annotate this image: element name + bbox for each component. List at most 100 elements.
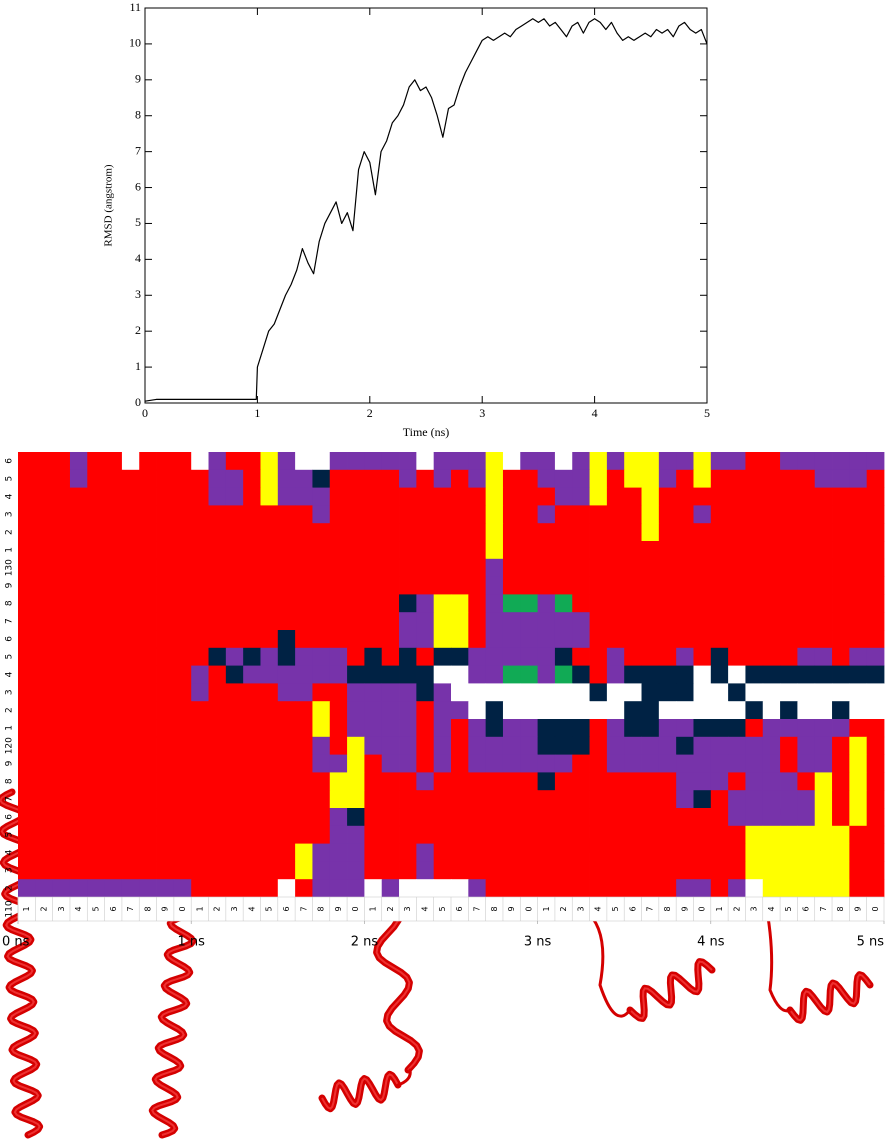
structure-cell	[208, 612, 227, 631]
structure-cell	[52, 719, 71, 738]
structure-cell	[104, 790, 123, 809]
structure-cell	[69, 647, 88, 666]
structure-cell	[780, 701, 798, 720]
structure-cell	[260, 487, 279, 506]
structure-cell	[121, 861, 140, 880]
structure-cell	[295, 808, 313, 827]
structure-cell	[225, 665, 244, 684]
structure-cell	[347, 523, 365, 542]
structure-cell	[710, 630, 729, 649]
structure-cell	[208, 523, 227, 542]
structure-cell	[485, 683, 504, 702]
structure-cell	[18, 879, 36, 898]
structure-cell	[364, 558, 383, 577]
structure-cell	[121, 736, 140, 755]
structure-cell	[849, 487, 868, 506]
structure-cell	[347, 754, 365, 773]
structure-cell	[589, 843, 608, 862]
structure-cell	[69, 861, 88, 880]
structure-cell	[329, 612, 348, 631]
structure-cell	[572, 647, 590, 666]
structure-cell	[277, 576, 296, 595]
structure-cell	[485, 630, 504, 649]
frame-label: 3	[576, 906, 585, 911]
structure-cell	[173, 754, 192, 773]
structure-cell	[606, 808, 625, 827]
structure-cell	[381, 505, 400, 524]
structure-cell	[780, 825, 798, 844]
structure-cell	[156, 523, 175, 542]
residue-label: 5	[5, 476, 15, 482]
structure-cell	[277, 879, 296, 898]
structure-cell	[554, 754, 573, 773]
structure-cell	[520, 736, 538, 755]
structure-cell	[554, 701, 573, 720]
y-tick-label: 8	[135, 107, 141, 121]
structure-cell	[468, 576, 487, 595]
structure-cell	[173, 843, 192, 862]
structure-cell	[87, 505, 105, 524]
structure-cell	[502, 452, 521, 471]
structure-cell	[243, 736, 261, 755]
structure-cell	[191, 630, 209, 649]
frame-label: 0	[698, 906, 707, 911]
structure-cell	[139, 754, 157, 773]
structure-cell	[641, 647, 660, 666]
residue-label: 1	[5, 725, 15, 731]
residue-label: 1	[5, 547, 15, 553]
structure-cell	[502, 505, 521, 524]
structure-cell	[156, 683, 175, 702]
structure-cell	[468, 594, 487, 613]
y-tick-label: 6	[135, 179, 141, 193]
structure-cell	[451, 469, 469, 488]
structure-cell	[658, 487, 677, 506]
structure-cell	[312, 469, 331, 488]
structure-cell	[693, 576, 712, 595]
structure-cell	[433, 487, 452, 506]
structure-cell	[797, 576, 816, 595]
structure-cell	[433, 825, 452, 844]
structure-cell	[624, 612, 642, 631]
structure-cell	[121, 487, 140, 506]
structure-cell	[156, 630, 175, 649]
structure-cell	[381, 665, 400, 684]
structure-cell	[52, 683, 71, 702]
structure-cell	[156, 469, 175, 488]
structure-cell	[329, 452, 348, 471]
structure-cell	[849, 879, 868, 898]
structure-cell	[35, 487, 54, 506]
structure-cell	[866, 665, 885, 684]
structure-cell	[780, 452, 798, 471]
structure-cell	[780, 558, 798, 577]
structure-cell	[606, 683, 625, 702]
structure-cell	[139, 879, 157, 898]
structure-cell	[468, 612, 487, 631]
structure-cell	[52, 487, 71, 506]
x-axis-title: Time (ns)	[403, 425, 450, 439]
structure-cell	[364, 523, 383, 542]
structure-cell	[52, 825, 71, 844]
structure-cell	[485, 736, 504, 755]
structure-cell	[191, 487, 209, 506]
structure-cell	[191, 469, 209, 488]
structure-cell	[433, 754, 452, 773]
structure-cell	[658, 523, 677, 542]
structure-cell	[69, 683, 88, 702]
structure-cell	[208, 594, 227, 613]
structure-cell	[780, 487, 798, 506]
structure-cell	[173, 719, 192, 738]
structure-cell	[104, 558, 123, 577]
structure-cell	[693, 736, 712, 755]
structure-cell	[866, 452, 885, 471]
structure-cell	[797, 665, 816, 684]
structure-cell	[139, 843, 157, 862]
structure-cell	[69, 701, 88, 720]
structure-cell	[260, 576, 279, 595]
frame-label: 9	[854, 906, 863, 911]
structure-cell	[676, 754, 694, 773]
structure-cell	[35, 683, 54, 702]
structure-cell	[121, 790, 140, 809]
structure-cell	[485, 719, 504, 738]
structure-cell	[606, 452, 625, 471]
structure-cell	[347, 647, 365, 666]
